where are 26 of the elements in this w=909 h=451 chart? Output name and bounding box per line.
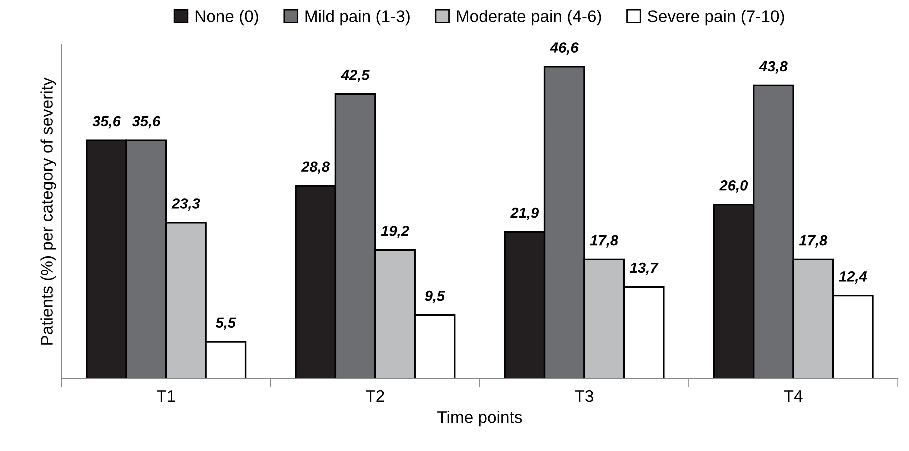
- data-label: 23,3: [172, 198, 200, 212]
- x-tick-label: T1: [157, 390, 176, 402]
- data-label: 17,8: [799, 235, 828, 248]
- data-label: 5,5: [216, 318, 236, 330]
- data-label: 9,5: [425, 290, 446, 304]
- data-label: 12,4: [839, 272, 868, 284]
- data-label: 42,5: [341, 70, 370, 82]
- legend-label: Severe pain (7-10): [648, 10, 784, 26]
- y-axis-title: Patients (%) per category of severity: [40, 78, 56, 345]
- data-label: 43,8: [759, 61, 788, 74]
- x-axis-title: Time points: [438, 411, 522, 427]
- x-tick-label: T4: [784, 390, 803, 402]
- legend-label: Moderate pain (4-6): [457, 10, 602, 26]
- data-label: 26,0: [720, 180, 748, 193]
- data-label: 21,9: [510, 208, 540, 220]
- data-label: 35,6: [132, 116, 161, 129]
- data-label: 17,8: [590, 235, 619, 248]
- data-label: 46,6: [550, 42, 579, 56]
- x-tick-label: T3: [575, 390, 594, 402]
- x-tick-label: T2: [366, 390, 384, 402]
- data-label: 35,6: [92, 116, 122, 129]
- data-label: 19,2: [381, 226, 410, 238]
- data-label: 13,7: [630, 262, 659, 276]
- legend-label: Mild pain (1-3): [306, 10, 410, 26]
- legend-label: None (0): [196, 10, 258, 26]
- data-label: 28,8: [301, 162, 330, 174]
